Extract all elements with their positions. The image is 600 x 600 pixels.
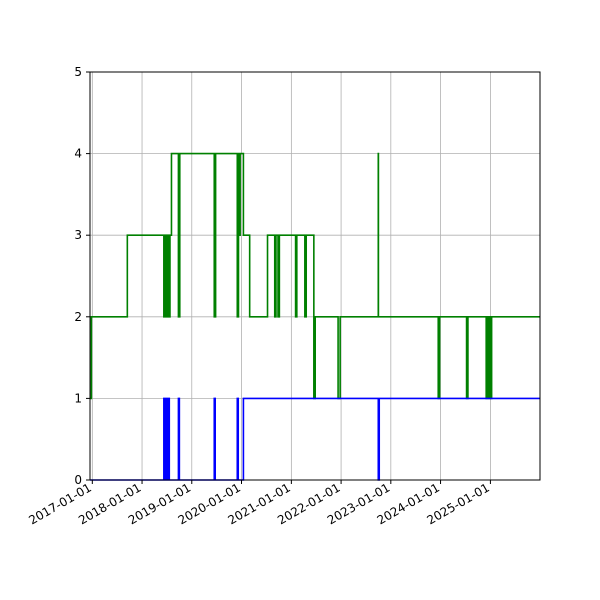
y-tick-label: 2 (74, 310, 82, 324)
y-tick-label: 1 (74, 391, 82, 405)
plot-frame (89, 71, 541, 481)
series-layer (90, 152, 540, 481)
y-tick-label: 5 (74, 65, 82, 79)
y-tick-label: 3 (74, 228, 82, 242)
series-line-2 (90, 397, 540, 481)
y-tick-label: 0 (74, 473, 82, 487)
y-tick-label: 4 (74, 147, 82, 161)
